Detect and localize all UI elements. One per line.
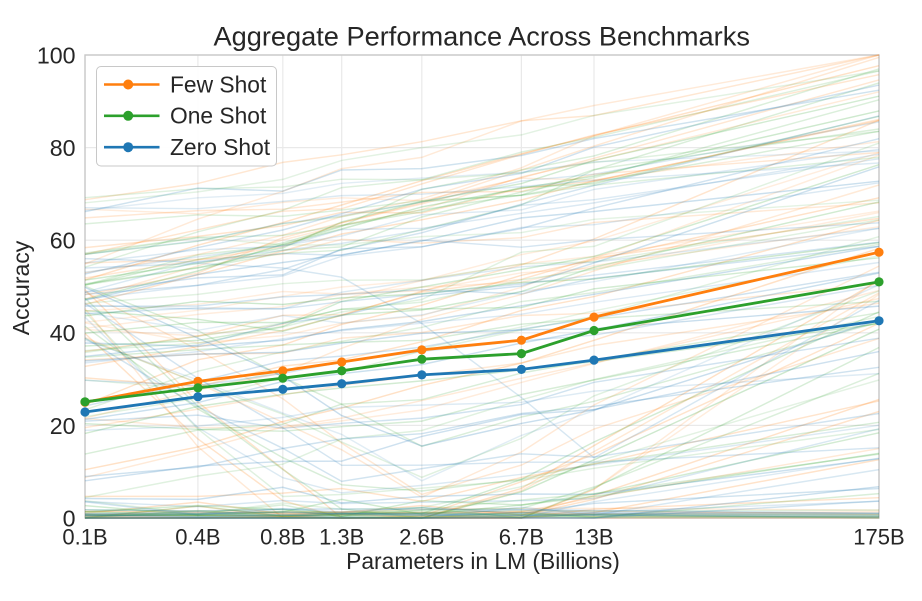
svg-text:0.1B: 0.1B — [62, 525, 107, 550]
svg-text:80: 80 — [50, 135, 76, 161]
svg-text:Parameters in LM (Billions): Parameters in LM (Billions) — [346, 548, 620, 574]
svg-text:Aggregate Performance Across B: Aggregate Performance Across Benchmarks — [213, 20, 749, 51]
svg-text:13B: 13B — [574, 525, 613, 550]
svg-text:0: 0 — [63, 505, 76, 531]
svg-text:0.8B: 0.8B — [260, 525, 305, 550]
svg-text:Few Shot: Few Shot — [170, 71, 267, 97]
svg-text:One Shot: One Shot — [170, 103, 267, 129]
svg-text:2.6B: 2.6B — [399, 525, 444, 550]
svg-text:Accuracy: Accuracy — [8, 240, 34, 335]
svg-text:20: 20 — [50, 413, 76, 439]
svg-text:175B: 175B — [853, 525, 904, 550]
svg-text:Zero Shot: Zero Shot — [170, 134, 271, 160]
svg-text:40: 40 — [50, 320, 76, 346]
svg-text:100: 100 — [37, 42, 76, 68]
svg-text:60: 60 — [50, 228, 76, 254]
svg-text:1.3B: 1.3B — [319, 525, 364, 550]
svg-text:0.4B: 0.4B — [175, 525, 220, 550]
svg-text:6.7B: 6.7B — [499, 525, 544, 550]
